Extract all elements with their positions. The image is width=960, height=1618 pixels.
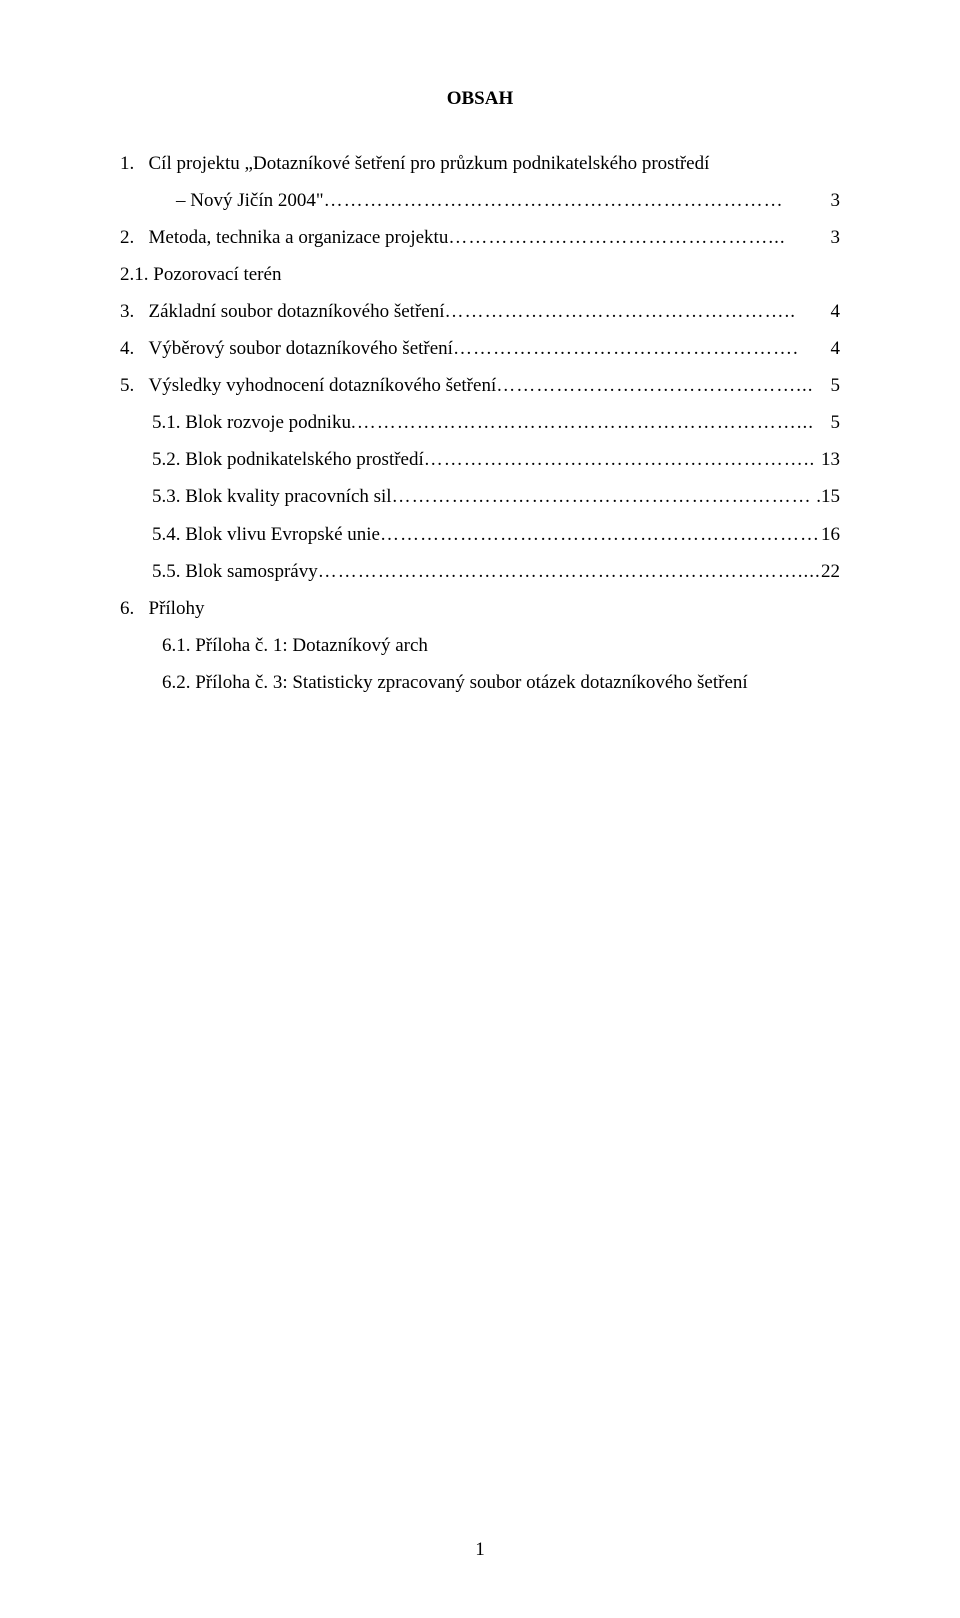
toc-entry-leader: ………………………………………………….. [424, 441, 819, 478]
toc-entry-page: 22 [819, 553, 840, 590]
toc-entry-leader: .…………………………………………………………... [351, 404, 829, 441]
toc-entry: 4. Výběrový soubor dotazníkového šetření… [120, 330, 840, 367]
toc-entry-label: 5.5. Blok samosprávy [152, 553, 318, 590]
toc-entry: 5.5. Blok samosprávy……………………………………………………… [120, 553, 840, 590]
toc-entry: 6. Přílohy [120, 590, 840, 627]
toc-entry-label: 6. Přílohy [120, 590, 204, 627]
toc-entry-page: 3 [829, 182, 841, 219]
toc-entry-label: 4. Výběrový soubor dotazníkového šetření [120, 330, 453, 367]
toc-entry-leader: …………………………………………... [448, 219, 828, 256]
toc-entry-page: 4 [829, 293, 841, 330]
toc-entry: 5.3. Blok kvality pracovních sil……………………… [120, 478, 840, 515]
toc-entry: 6.2. Příloha č. 3: Statisticky zpracovan… [120, 664, 840, 701]
toc-entry: 1. Cíl projektu „Dotazníkové šetření pro… [120, 145, 840, 182]
toc-entry-label: 2.1. Pozorovací terén [120, 256, 281, 293]
toc-entry-label: 2. Metoda, technika a organizace projekt… [120, 219, 448, 256]
toc-entry-leader: ………………………………………………………… [380, 516, 819, 553]
toc-entry: 6.1. Příloha č. 1: Dotazníkový arch [120, 627, 840, 664]
toc-entry-page: 3 [829, 219, 841, 256]
toc-title: OBSAH [120, 80, 840, 117]
toc-entry-label: 6.1. Příloha č. 1: Dotazníkový arch [162, 627, 428, 664]
toc-entry-label: 1. Cíl projektu „Dotazníkové šetření pro… [120, 145, 709, 182]
toc-entry: 5. Výsledky vyhodnocení dotazníkového še… [120, 367, 840, 404]
toc-entry: 5.4. Blok vlivu Evropské unie……………………………… [120, 516, 840, 553]
toc-entry-label: 3. Základní soubor dotazníkového šetření [120, 293, 445, 330]
toc-entry-label: 5.2. Blok podnikatelského prostředí [152, 441, 424, 478]
toc-entry-leader: ……………………………………………………… [392, 478, 815, 515]
toc-entry-page: 13 [819, 441, 840, 478]
toc-entry-leader: ……………………………………………. [453, 330, 829, 367]
toc-entry-page: 16 [819, 516, 840, 553]
toc-entry-continuation: – Nový Jičín 2004"…………………………………………………………… [120, 182, 840, 219]
toc-entry-leader: …………………………………………………………… [324, 182, 829, 219]
toc-entry: 5.1. Blok rozvoje podniku.……………………………………… [120, 404, 840, 441]
toc-entry: 2. Metoda, technika a organizace projekt… [120, 219, 840, 256]
toc-entry-leader: ……………………………………………………………….... [318, 553, 819, 590]
toc-entry: 3. Základní soubor dotazníkového šetření… [120, 293, 840, 330]
toc-entry-label: 5.3. Blok kvality pracovních sil [152, 478, 392, 515]
page-number: 1 [0, 1531, 960, 1568]
toc-list: 1. Cíl projektu „Dotazníkové šetření pro… [120, 145, 840, 701]
toc-entry-label: 5. Výsledky vyhodnocení dotazníkového še… [120, 367, 496, 404]
toc-entry-label: 5.4. Blok vlivu Evropské unie [152, 516, 380, 553]
toc-entry-leader: ………………………………………... [496, 367, 828, 404]
toc-entry-label: 6.2. Příloha č. 3: Statisticky zpracovan… [162, 664, 748, 701]
toc-entry-page: 5 [829, 404, 841, 441]
toc-entry-leader: …………………………………………….. [445, 293, 829, 330]
toc-entry: 5.2. Blok podnikatelského prostředí……………… [120, 441, 840, 478]
toc-entry: 2.1. Pozorovací terén [120, 256, 840, 293]
toc-entry-page: .15 [814, 478, 840, 515]
toc-entry-page: 5 [829, 367, 841, 404]
toc-entry-continuation-label: – Nový Jičín 2004" [176, 182, 324, 219]
toc-entry-page: 4 [829, 330, 841, 367]
toc-entry-label: 5.1. Blok rozvoje podniku [152, 404, 351, 441]
